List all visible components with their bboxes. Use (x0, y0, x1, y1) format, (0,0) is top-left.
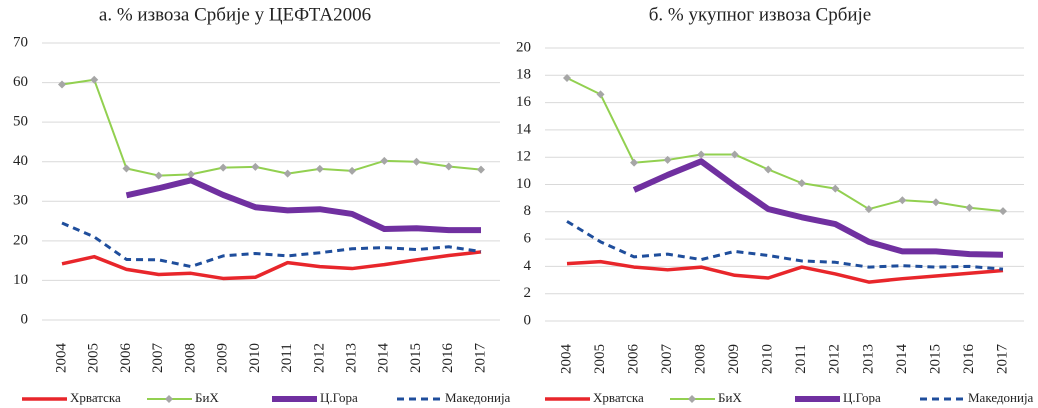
marker (630, 158, 639, 167)
y-tick-label: 40 (13, 153, 28, 169)
y-tick-label: 20 (516, 39, 531, 55)
marker (831, 184, 840, 193)
x-tick-label: 2013 (860, 344, 876, 374)
marker (315, 164, 324, 173)
x-tick-label: 2013 (344, 343, 360, 373)
legend-label: Хрватска (593, 390, 644, 405)
legend-label: Македонија (445, 390, 511, 405)
marker (412, 157, 421, 166)
y-tick-label: 0 (21, 311, 29, 327)
marker (965, 203, 974, 212)
marker (477, 165, 485, 174)
y-tick-label: 20 (13, 232, 28, 248)
marker (864, 205, 873, 214)
marker (663, 155, 672, 164)
marker (931, 198, 940, 207)
x-tick-label: 2006 (118, 343, 134, 374)
marker (348, 166, 357, 175)
x-tick-label: 2017 (472, 343, 488, 374)
x-tick-label: 2008 (182, 343, 198, 373)
y-tick-label: 12 (516, 149, 531, 165)
y-tick-label: 70 (13, 34, 28, 50)
x-tick-label: 2016 (440, 343, 456, 374)
x-tick-label: 2014 (894, 344, 910, 375)
x-tick-label: 2015 (927, 344, 943, 374)
chart-title: а. % извоза Србије у ЦЕФТА2006 (99, 4, 371, 25)
y-tick-label: 0 (524, 312, 532, 328)
x-tick-label: 2005 (592, 344, 608, 374)
x-tick-label: 2004 (53, 343, 69, 374)
series-line (61, 78, 482, 177)
x-tick-label: 2009 (215, 343, 231, 373)
marker (697, 150, 706, 159)
x-tick-label: 2015 (408, 343, 424, 373)
series-line (61, 250, 482, 281)
x-tick-label: 2010 (247, 343, 263, 373)
y-tick-label: 8 (524, 203, 532, 219)
marker (797, 179, 806, 188)
x-tick-label: 2012 (311, 343, 327, 373)
marker (251, 162, 260, 171)
series-line (125, 177, 481, 234)
x-tick-label: 2007 (150, 343, 166, 374)
marker (283, 169, 292, 178)
series-line (61, 221, 482, 269)
x-tick-label: 2005 (86, 343, 102, 373)
marker (444, 162, 453, 171)
marker (898, 196, 907, 205)
marker (219, 163, 228, 172)
series-line (632, 158, 1004, 258)
y-tick-label: 50 (13, 114, 28, 130)
y-tick-label: 18 (516, 67, 531, 83)
x-tick-label: 2014 (376, 343, 392, 374)
marker (563, 74, 571, 83)
series-line (566, 220, 1004, 271)
y-tick-label: 6 (524, 231, 532, 247)
marker (58, 80, 66, 89)
legend-label: Хрватска (70, 390, 121, 405)
marker (122, 164, 131, 173)
y-tick-label: 10 (13, 272, 28, 288)
x-tick-label: 2007 (659, 344, 675, 375)
legend-label: Македонија (968, 390, 1034, 405)
x-tick-label: 2011 (279, 343, 295, 372)
series-line (566, 77, 1004, 213)
marker (186, 170, 195, 179)
x-tick-label: 2009 (726, 344, 742, 374)
x-tick-label: 2012 (827, 344, 843, 374)
legend-label: Ц.Гора (843, 390, 881, 405)
legend-marker (165, 395, 173, 403)
marker (90, 75, 99, 84)
x-tick-label: 2016 (961, 344, 977, 375)
y-tick-label: 16 (516, 94, 532, 110)
marker (380, 156, 389, 165)
y-tick-label: 10 (516, 176, 531, 192)
x-tick-label: 2008 (693, 344, 709, 374)
x-tick-label: 2006 (626, 344, 642, 375)
y-tick-label: 4 (524, 258, 532, 274)
legend-label: БиХ (718, 390, 742, 405)
x-tick-label: 2017 (994, 344, 1010, 375)
y-tick-label: 30 (13, 193, 28, 209)
marker (999, 207, 1007, 216)
series-line (566, 259, 1004, 284)
chart-title: б. % укупног извоза Србије (649, 4, 872, 25)
marker (764, 165, 773, 174)
legend-marker (688, 395, 696, 403)
x-tick-label: 2004 (558, 344, 574, 375)
y-tick-label: 60 (13, 74, 28, 90)
marker (730, 150, 739, 159)
legend-label: БиХ (195, 390, 219, 405)
marker (596, 90, 605, 99)
legend-label: Ц.Гора (320, 390, 358, 405)
marker (154, 171, 163, 180)
y-tick-label: 14 (516, 121, 532, 137)
y-tick-label: 2 (524, 285, 532, 301)
x-tick-label: 2010 (760, 344, 776, 374)
x-tick-label: 2011 (793, 344, 809, 373)
